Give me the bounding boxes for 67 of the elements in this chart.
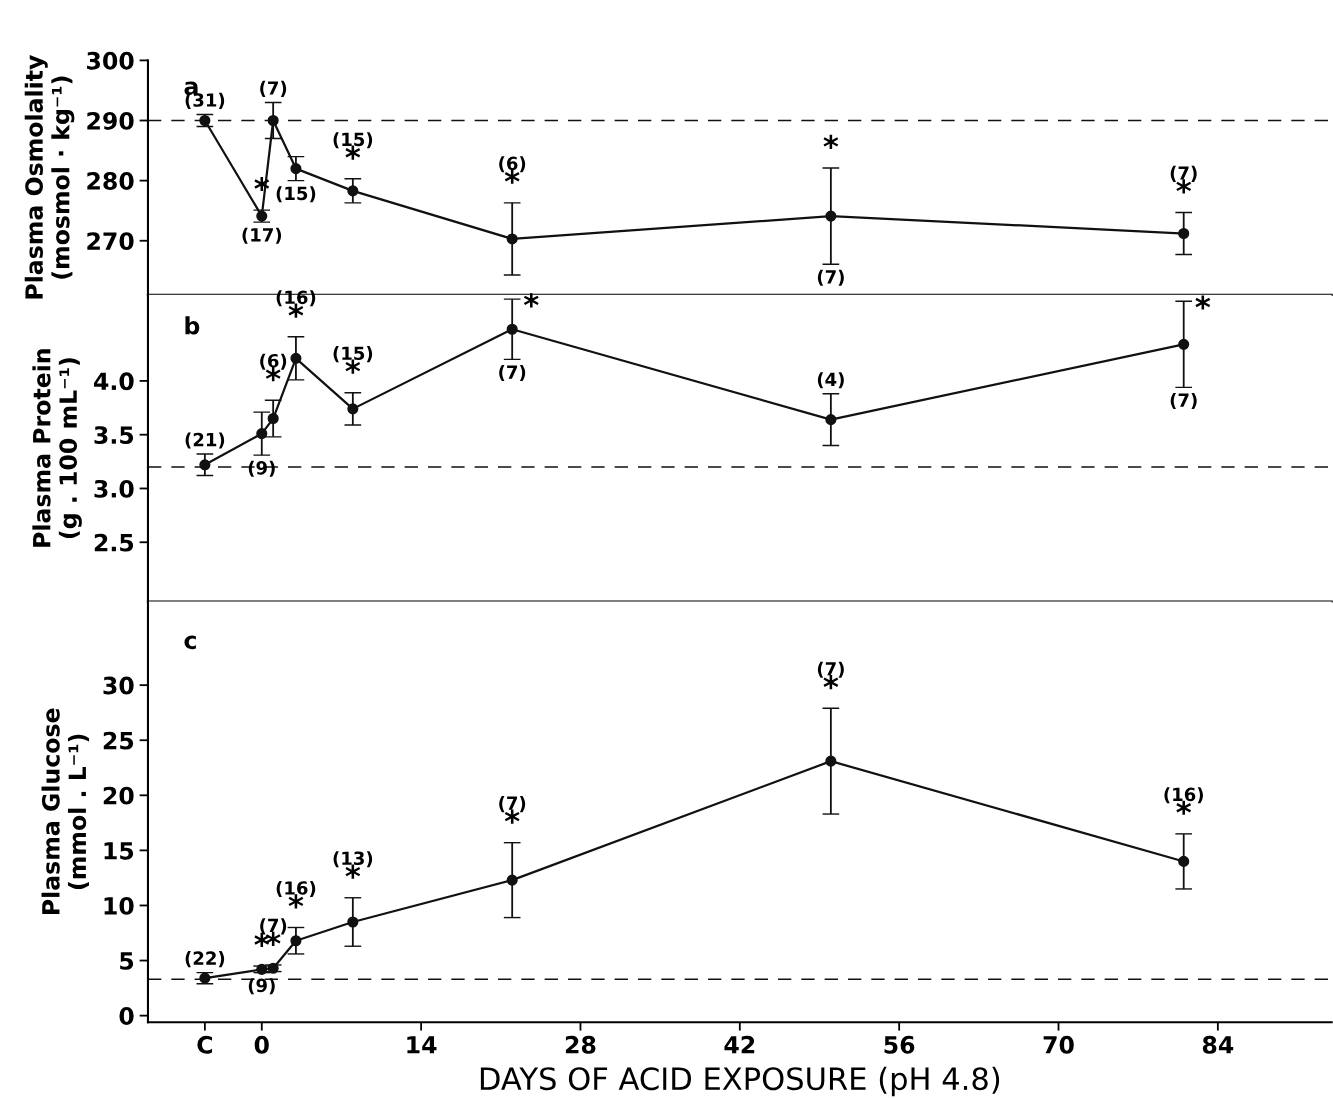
y-tick-label: 30	[103, 676, 134, 695]
x-tick-label: C	[197, 1035, 213, 1054]
point	[825, 755, 837, 767]
point	[290, 935, 302, 947]
point	[267, 114, 279, 127]
y-tick-label: 5	[120, 952, 134, 970]
y-axis-title: Plasma Protein (g . 100 mL⁻¹)	[32, 349, 82, 547]
annotation: (22)	[185, 951, 225, 968]
y-tick-label: 25	[103, 731, 134, 750]
x-tick-label: 28	[565, 1035, 596, 1054]
y-axis-title: Plasma Osmolality (mosmol · kg⁻¹)	[24, 55, 75, 299]
annotation: (9)	[248, 978, 275, 995]
y-tick-label: 290	[87, 111, 134, 130]
point	[290, 352, 302, 364]
point	[267, 962, 279, 974]
annotation: (9)	[248, 460, 275, 477]
x-tick-label: 42	[724, 1035, 755, 1054]
point	[825, 210, 837, 222]
y-axis-title: Plasma Glucose (mmol . L⁻¹)	[41, 708, 89, 915]
annotation: (7)	[817, 269, 844, 286]
point	[199, 459, 211, 471]
x-tick-label: 84	[1202, 1035, 1234, 1054]
annotation: *	[823, 134, 839, 149]
point	[256, 963, 268, 975]
y-tick-label: 3.0	[94, 479, 134, 498]
y-tick-label: 15	[104, 842, 134, 860]
annotation: (4)	[817, 372, 844, 389]
x-tick-label: 70	[1043, 1035, 1074, 1054]
x-tick-label: 0	[254, 1035, 269, 1054]
point	[1178, 227, 1190, 240]
point	[256, 428, 268, 440]
point	[506, 323, 518, 335]
point	[506, 233, 518, 245]
y-tick-label: 10	[104, 896, 134, 915]
annotation: (21)	[185, 432, 225, 449]
y-tick-label: 4.0	[94, 372, 134, 391]
x-tick-label: 14	[407, 1036, 437, 1054]
y-tick-label: 0	[119, 1007, 134, 1025]
annotation: (7)	[499, 364, 526, 382]
y-tick-label: 20	[103, 786, 134, 805]
point	[267, 412, 279, 425]
point	[347, 185, 359, 197]
annotation: c	[184, 635, 196, 650]
x-tick-label: 56	[884, 1035, 915, 1054]
y-tick-label: 280	[87, 172, 134, 190]
y-tick-label: 300	[87, 51, 134, 70]
annotation: (15)	[276, 186, 316, 203]
x-axis-title: DAYS OF ACID EXPOSURE (pH 4.8)	[480, 1066, 1000, 1097]
point	[1178, 338, 1190, 350]
y-tick-label: 3.5	[94, 426, 134, 444]
point	[256, 210, 268, 222]
annotation: (17)	[242, 227, 282, 244]
annotation: b	[185, 316, 200, 335]
point	[1178, 855, 1190, 867]
point	[347, 403, 359, 415]
annotation: (7)	[260, 80, 287, 97]
annotation: (7)	[1170, 392, 1197, 410]
y-tick-label: 270	[87, 232, 134, 251]
point	[825, 414, 837, 426]
point	[347, 916, 359, 928]
point	[199, 972, 211, 984]
point	[290, 163, 302, 175]
point	[199, 114, 211, 127]
point	[506, 874, 518, 886]
annotation: *	[1195, 295, 1211, 310]
annotation: *	[523, 293, 539, 308]
y-tick-label: 2.5	[94, 533, 134, 552]
